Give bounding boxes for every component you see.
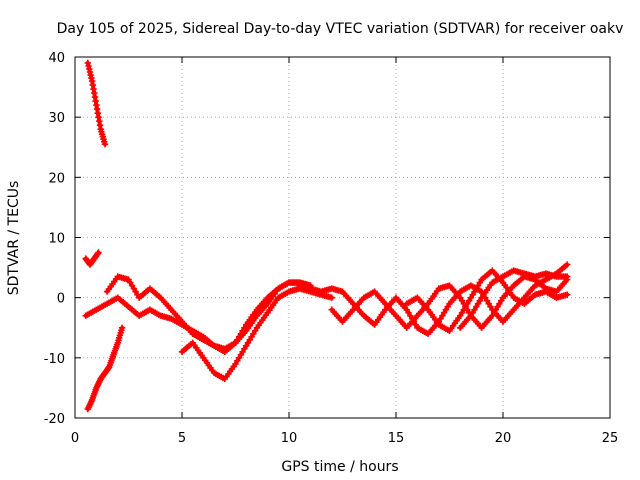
series-track-i	[403, 267, 571, 334]
x-tick-label: 5	[178, 431, 186, 446]
data-point-marker	[118, 324, 126, 331]
y-tick-label: 20	[48, 171, 65, 186]
y-tick-label: 40	[48, 51, 65, 66]
y-tick-label: 30	[48, 111, 65, 126]
series-track-b	[82, 249, 102, 268]
y-tick-label: 0	[57, 292, 65, 307]
y-tick-label: -10	[44, 352, 65, 367]
x-tick-label: 15	[388, 431, 405, 446]
data-point-marker	[95, 249, 102, 256]
x-tick-label: 25	[602, 431, 619, 446]
y-axis-label: SDTVAR / TECUs	[6, 181, 22, 296]
x-tick-label: 0	[71, 431, 79, 446]
series-track-j	[457, 267, 571, 331]
x-axis-label: GPS time / hours	[281, 459, 398, 475]
grid	[75, 57, 610, 418]
y-tick-label: -20	[44, 412, 65, 427]
series-track-c	[84, 324, 126, 413]
series-track-a	[84, 59, 109, 148]
ticks: 0 5 10 15 20 25 -20 -10 0 10 20 30 40	[44, 51, 619, 446]
data-point-marker	[101, 141, 109, 148]
data-points	[82, 59, 571, 413]
y-tick-label: 10	[48, 232, 65, 247]
data-point-marker	[328, 294, 335, 301]
x-tick-label: 20	[495, 431, 512, 446]
x-tick-label: 10	[281, 431, 298, 446]
data-point-marker	[564, 261, 571, 268]
data-point-marker	[564, 273, 571, 280]
series-track-e	[103, 273, 314, 352]
data-point-marker	[564, 291, 571, 298]
chart-title: Day 105 of 2025, Sidereal Day-to-day VTE…	[57, 21, 624, 37]
